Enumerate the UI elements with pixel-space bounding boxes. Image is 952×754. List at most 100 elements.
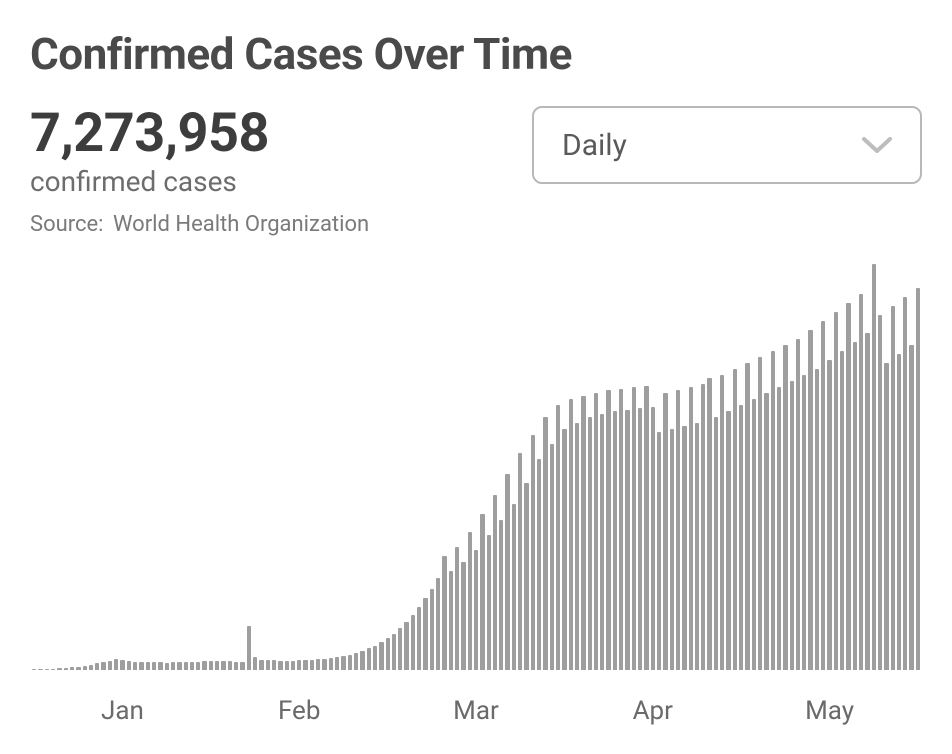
bar	[158, 662, 162, 670]
x-tick: May	[741, 696, 918, 726]
bar	[499, 520, 503, 670]
bar	[562, 429, 566, 670]
bar	[834, 312, 838, 670]
period-dropdown[interactable]: Daily	[532, 106, 922, 184]
bar	[247, 626, 251, 670]
bar	[512, 504, 516, 670]
bar	[827, 360, 831, 670]
bar	[76, 667, 80, 670]
bar	[815, 369, 819, 670]
bar	[202, 661, 206, 670]
bar	[398, 628, 402, 670]
bar	[146, 662, 150, 670]
bar	[259, 660, 263, 670]
bar	[64, 668, 68, 670]
bar	[70, 667, 74, 670]
bar	[177, 662, 181, 670]
chevron-down-icon	[862, 136, 892, 154]
bar	[436, 578, 440, 670]
bar	[152, 662, 156, 670]
chart-area: JanFebMarAprMay	[30, 249, 922, 734]
bar	[57, 668, 61, 670]
bar	[89, 665, 93, 670]
bar	[575, 423, 579, 670]
bar	[297, 660, 301, 670]
bar	[676, 390, 680, 670]
bar	[341, 656, 345, 670]
page-title: Confirmed Cases Over Time	[30, 28, 922, 80]
bar	[404, 622, 408, 670]
bar	[487, 535, 491, 670]
bar	[916, 288, 920, 670]
bar	[556, 405, 560, 670]
bar	[108, 661, 112, 670]
bar	[329, 658, 333, 670]
bar	[322, 659, 326, 670]
bar	[285, 661, 289, 670]
bar	[689, 387, 693, 670]
bar	[417, 607, 421, 670]
bar	[670, 429, 674, 670]
bar	[83, 666, 87, 670]
bar	[291, 661, 295, 670]
bar	[657, 432, 661, 670]
bar	[853, 342, 857, 670]
bar	[38, 669, 42, 670]
chart-card: Confirmed Cases Over Time 7,273,958 conf…	[0, 0, 952, 754]
stat-value: 7,273,958	[30, 106, 369, 163]
bar	[196, 662, 200, 670]
bar	[32, 669, 36, 670]
bar	[133, 662, 137, 670]
bar	[392, 634, 396, 670]
bar	[891, 306, 895, 670]
bar	[682, 426, 686, 670]
x-axis: JanFebMarAprMay	[30, 696, 922, 734]
source-line: Source: World Health Organization	[30, 212, 369, 237]
bar	[897, 354, 901, 670]
bar	[714, 417, 718, 670]
bar	[524, 483, 528, 670]
bar	[386, 638, 390, 670]
bar	[846, 303, 850, 670]
bar	[303, 660, 307, 670]
bar	[240, 662, 244, 670]
x-tick: Mar	[388, 696, 565, 726]
bar	[543, 417, 547, 670]
bar	[165, 663, 169, 670]
source-label: Source:	[30, 212, 104, 237]
bar	[379, 642, 383, 670]
bar	[909, 345, 913, 670]
bar	[777, 387, 781, 670]
bar	[651, 407, 655, 670]
bar	[480, 514, 484, 670]
bar	[442, 556, 446, 670]
bar	[695, 423, 699, 670]
bar	[373, 646, 377, 670]
bar	[209, 661, 213, 670]
bar	[461, 562, 465, 670]
x-tick: Apr	[564, 696, 741, 726]
bars-container	[30, 249, 922, 670]
bar	[493, 495, 497, 670]
bar	[808, 330, 812, 670]
header-row: 7,273,958 confirmed cases Source: World …	[30, 106, 922, 237]
bar	[367, 648, 371, 670]
bar	[253, 657, 257, 670]
bar	[430, 589, 434, 670]
bar	[316, 659, 320, 670]
bar	[120, 660, 124, 670]
bar	[606, 390, 610, 670]
bar	[51, 669, 55, 670]
bar	[139, 662, 143, 670]
bar	[733, 369, 737, 670]
bar	[790, 381, 794, 670]
bar	[865, 333, 869, 670]
bar	[234, 662, 238, 670]
bar	[594, 393, 598, 670]
bar	[190, 662, 194, 670]
stat-block: 7,273,958 confirmed cases Source: World …	[30, 106, 369, 237]
bars-wrap	[30, 249, 922, 670]
bar	[726, 411, 730, 670]
bar	[278, 661, 282, 670]
bar	[720, 375, 724, 670]
